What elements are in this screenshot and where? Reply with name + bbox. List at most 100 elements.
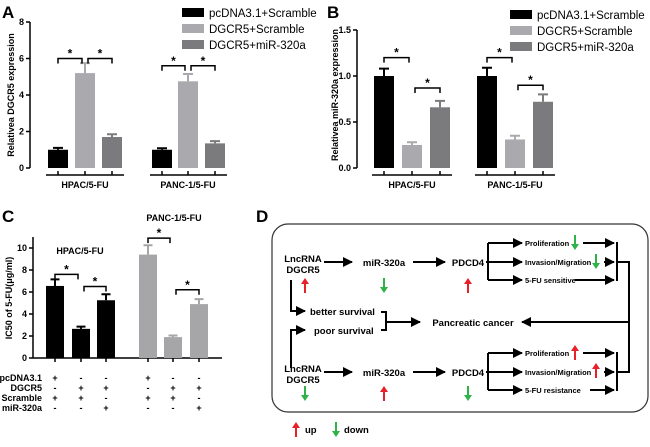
c-title-hpac: HPAC/5-FU (56, 246, 103, 256)
significance-star: * (394, 46, 399, 60)
node-mir320a-bottom: miR-320a (363, 368, 406, 379)
condition-cell: + (196, 383, 201, 393)
y-tick-label: 10 (17, 243, 27, 253)
bar (505, 139, 525, 168)
bar (75, 73, 95, 168)
legend-swatch (182, 40, 204, 49)
node-pdcd4-bottom: PDCD4 (452, 368, 485, 379)
significance-bracket (54, 273, 79, 280)
node-lncrna-top: LncRNA (284, 254, 322, 265)
bar (477, 76, 497, 168)
bar (205, 143, 225, 168)
y-axis-title-b: Relativea miR-320a expression (330, 29, 340, 161)
bar (102, 136, 122, 168)
condition-cell: - (147, 403, 150, 413)
significance-star: * (64, 262, 69, 276)
significance-bracket (147, 237, 171, 244)
y-tick-label: 8 (22, 265, 27, 275)
y-tick-label: 2 (19, 127, 24, 137)
condition-cell: - (147, 383, 150, 393)
node-dgcr5-top: DGCR5 (286, 265, 320, 276)
diagram-frame (271, 223, 649, 413)
significance-bracket (517, 84, 544, 91)
chart-b: 0.0 0.5 1.0 1.5 HPAC/5-FU PANC-1/5-FU * * * * (338, 25, 555, 190)
group-bracket (372, 171, 452, 176)
down-arrow-icon (301, 386, 309, 401)
group-bracket (475, 171, 555, 176)
significance-star: * (201, 54, 206, 68)
condition-cell: - (105, 373, 108, 383)
up-arrow-icon (464, 278, 472, 293)
significance-star: * (68, 47, 73, 61)
row-label-scramble: Scramble (1, 393, 42, 403)
condition-cell: + (78, 383, 83, 393)
bar (46, 285, 64, 358)
condition-cell: - (198, 373, 201, 383)
legend-swatch (510, 10, 532, 19)
node-pdcd4-top: PDCD4 (452, 258, 485, 269)
y-tick-label: 0 (22, 353, 27, 363)
outcome-5fu-top: 5-FU sensitive (525, 276, 576, 285)
condition-cell: - (80, 403, 83, 413)
condition-cell: + (196, 403, 201, 413)
x-category-label: PANC-1/5-FU (160, 180, 215, 190)
y-tick-label: 0.5 (338, 117, 351, 127)
error-bar (510, 134, 520, 140)
legend-label: DGCR5+Scramble (209, 24, 305, 36)
up-arrow-icon (292, 422, 300, 437)
up-arrow-icon (301, 278, 309, 293)
down-arrow-icon (592, 254, 600, 269)
better-survival: better survival (310, 307, 375, 318)
legend-swatch (510, 26, 532, 35)
arrow (290, 280, 306, 316)
up-arrow-icon (380, 386, 388, 401)
x-category-label: HPAC/5-FU (388, 180, 435, 190)
down-arrow-icon (380, 278, 388, 293)
merge-line (616, 242, 630, 373)
diagram-labels: LncRNA DGCR5 miR-320a PDCD4 Proliferatio… (284, 239, 591, 436)
group-bracket (46, 171, 124, 176)
condition-table: pcDNA3.1 DGCR5 Scramble miR-320a + - - + - --… (0, 373, 202, 413)
node-mir320a-top: miR-320a (363, 258, 406, 269)
legend-label: DGCR5+Scramble (537, 26, 633, 38)
c-title-panc: PANC-1/5-FU (146, 213, 201, 223)
error-bar (435, 99, 445, 108)
significance-bracket (175, 289, 200, 295)
y-tick-label: 1.0 (338, 71, 351, 81)
error-bar (194, 298, 204, 305)
significance-bracket (486, 56, 513, 63)
group-bracket (150, 171, 227, 176)
condition-cell: - (172, 373, 175, 383)
error-bar (482, 66, 492, 76)
error-bar (407, 141, 417, 145)
condition-cell: - (105, 393, 108, 403)
error-bar (53, 146, 63, 150)
x-category-label: PANC-1/5-FU (487, 180, 542, 190)
error-bar (538, 93, 548, 102)
significance-star: * (185, 278, 190, 292)
legend-b: pcDNA3.1+Scramble DGCR5+Scramble DGCR5+m… (510, 10, 645, 54)
row-label-mir320a: miR-320a (2, 403, 43, 413)
condition-cell: + (170, 393, 175, 403)
y-tick-label: 2 (22, 331, 27, 341)
poor-survival: poor survival (314, 326, 374, 337)
down-arrow-icon (464, 386, 472, 401)
down-arrow-icon (571, 235, 579, 250)
significance-star: * (497, 46, 502, 60)
down-arrow-icon (332, 422, 340, 437)
bar (152, 149, 172, 168)
bar (178, 81, 198, 168)
legend-down-label: down (344, 425, 369, 436)
error-bar (168, 334, 178, 338)
outcome-invasion-top: Invasion/Migration (525, 258, 592, 267)
error-bar (80, 62, 90, 74)
bar (97, 300, 115, 358)
error-bar (157, 147, 167, 150)
significance-bracket (383, 56, 410, 63)
legend-swatch (182, 24, 204, 33)
y-tick-label: 4 (19, 90, 24, 100)
y-tick-label: 0 (19, 163, 24, 173)
panel-label-d: D (256, 207, 268, 226)
legend-label: DGCR5+miR-320a (209, 40, 306, 52)
